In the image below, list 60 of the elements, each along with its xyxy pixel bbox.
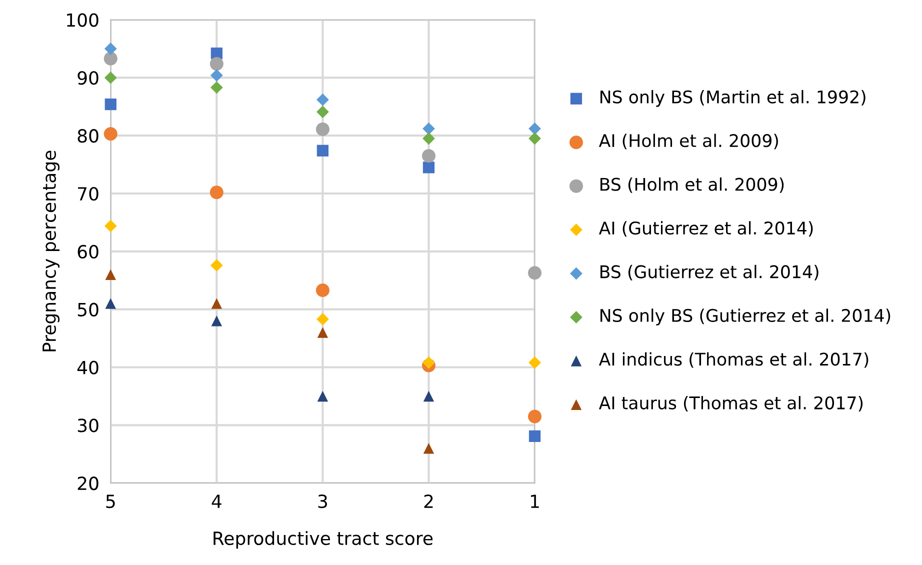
point xyxy=(528,132,541,145)
x-axis-title: Reproductive tract score xyxy=(214,531,433,549)
point xyxy=(104,52,118,66)
point xyxy=(422,356,435,369)
point xyxy=(423,390,434,402)
point xyxy=(316,122,330,136)
y-tick-label: 20 xyxy=(78,476,98,490)
legend-label: AI (Holm et al. 2009) xyxy=(598,134,778,150)
legend-label: NS only BS (Gutierrez et al. 2014) xyxy=(600,308,890,326)
y-tick-label: 60 xyxy=(78,244,98,259)
legend-label: AI (Gutierrez et al. 2014) xyxy=(598,221,813,237)
point xyxy=(316,106,329,118)
point xyxy=(528,430,541,442)
point xyxy=(316,144,329,156)
legend-label: BS (Holm et al. 2009) xyxy=(600,177,784,193)
point xyxy=(423,442,434,454)
point xyxy=(105,269,116,280)
point xyxy=(104,98,116,110)
point xyxy=(211,298,222,309)
point xyxy=(210,186,224,200)
point xyxy=(528,122,541,135)
legend-label: NS only BS (Martin et al. 1992) xyxy=(600,90,866,107)
y-tick-label: 40 xyxy=(77,360,98,374)
point xyxy=(528,356,541,369)
point xyxy=(316,312,329,326)
point xyxy=(316,93,329,106)
point xyxy=(104,71,117,84)
point xyxy=(422,149,436,163)
point xyxy=(528,410,542,424)
legend-label: AI taurus (Thomas et al. 2017) xyxy=(598,396,863,412)
y-axis-title: Pregnancy percentage xyxy=(42,150,60,352)
x-tick-label: 2 xyxy=(424,494,433,508)
point xyxy=(210,69,223,82)
point xyxy=(104,42,117,55)
point xyxy=(105,298,116,309)
y-tick-label: 30 xyxy=(78,418,98,432)
point xyxy=(316,283,330,297)
point xyxy=(317,327,328,338)
point xyxy=(210,57,224,71)
y-tick-label: 70 xyxy=(78,186,98,201)
y-tick-label: 100 xyxy=(67,13,98,27)
point xyxy=(210,81,223,94)
x-tick-label: 5 xyxy=(106,494,115,508)
point xyxy=(422,132,435,145)
point xyxy=(104,220,117,232)
point xyxy=(211,316,222,326)
point xyxy=(422,162,435,174)
x-tick-label: 4 xyxy=(212,494,222,508)
point xyxy=(317,390,328,402)
legend-label: AI indicus (Thomas et al. 2017) xyxy=(598,352,868,368)
point xyxy=(528,266,542,280)
y-tick-label: 50 xyxy=(78,302,98,316)
point xyxy=(104,127,118,141)
legend-label: BS (Gutierrez et al. 2014) xyxy=(600,264,818,280)
point xyxy=(422,122,435,135)
x-tick-label: 1 xyxy=(531,494,539,508)
y-tick-label: 80 xyxy=(78,129,98,143)
x-tick-label: 3 xyxy=(318,494,327,508)
y-tick-label: 90 xyxy=(78,71,98,85)
point xyxy=(210,259,223,272)
